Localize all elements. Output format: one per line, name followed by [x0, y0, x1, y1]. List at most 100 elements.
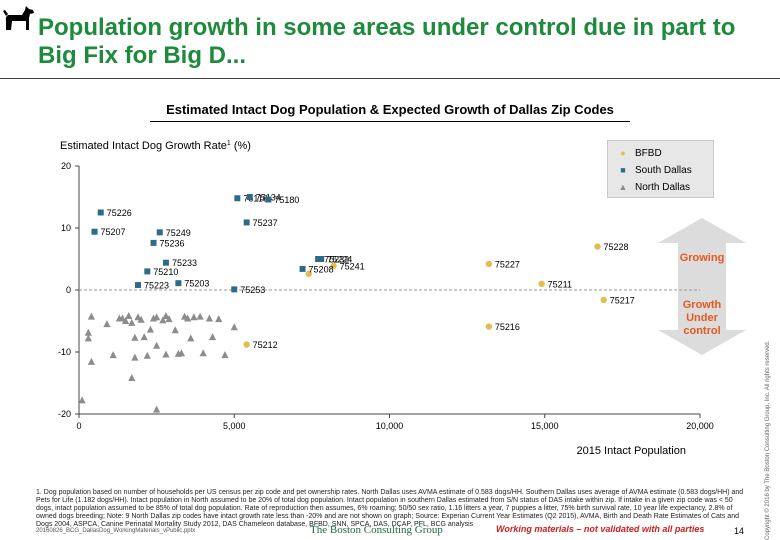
zip-code-label: 75203: [184, 279, 209, 289]
zip-code-label: 75236: [160, 238, 185, 248]
north-dallas-point: [199, 349, 207, 357]
zip-code-label: 75211: [548, 279, 572, 289]
zip-code-label: 75241: [340, 261, 365, 271]
chart-title-underline: [150, 121, 630, 122]
south-dallas-point: [144, 268, 151, 275]
north-dallas-point: [196, 312, 204, 320]
under-control-arrow-shape: [658, 290, 746, 355]
square-marker-icon: ■: [620, 165, 626, 175]
north-dallas-point: [177, 349, 186, 357]
north-dallas-point: [137, 315, 145, 323]
chart-title: Estimated Intact Dog Population & Expect…: [166, 102, 614, 117]
south-dallas-point: [246, 194, 253, 200]
north-dallas-point: [159, 316, 167, 324]
bfbd-point: [538, 280, 545, 287]
copyright-notice: Copyright © 2016 by The Boston Consultin…: [765, 340, 771, 540]
circle-marker-icon: ●: [620, 148, 626, 158]
zip-code-label: 75207: [101, 227, 126, 237]
working-materials-warning: Working materials – not validated with a…: [496, 524, 705, 534]
x-axis-label: 2015 Intact Population: [577, 445, 686, 457]
north-dallas-point: [131, 333, 139, 341]
zip-code-label: 75180: [274, 195, 299, 205]
north-dallas-point: [146, 325, 155, 333]
file-name: 20160826_BCG_DallasDog_WorkingMaterials_…: [36, 528, 196, 534]
title-divider: [0, 78, 780, 79]
page-number: 14: [734, 526, 745, 536]
south-dallas-point: [91, 228, 98, 235]
north-dallas-point: [215, 315, 223, 323]
bfbd-point: [594, 243, 601, 250]
south-dallas-point: [243, 219, 250, 226]
south-dallas-point: [134, 282, 141, 289]
y-tick-label: 10: [61, 223, 71, 233]
north-dallas-point: [190, 313, 198, 321]
zip-code-label: 75237: [253, 218, 278, 228]
legend-label: North Dallas: [635, 181, 691, 193]
zip-code-label: 75228: [604, 242, 629, 252]
north-dallas-point: [87, 312, 96, 320]
zip-code-label: 75217: [610, 295, 635, 305]
south-dallas-point: [175, 280, 182, 287]
zip-code-label: 75223: [144, 281, 169, 291]
north-dallas-point: [84, 334, 92, 342]
bfbd-point: [485, 323, 493, 330]
zip-code-label: 75232: [324, 255, 349, 265]
north-dallas-point: [230, 323, 238, 331]
north-dallas-point: [125, 312, 133, 320]
x-tick-label: 20,000: [686, 421, 714, 431]
north-dallas-point: [140, 333, 148, 341]
chart-legend: ● BFBD ■ South Dallas ▲ North Dallas: [607, 140, 714, 198]
x-tick-label: 5,000: [223, 421, 246, 431]
north-dallas-point: [109, 351, 117, 359]
north-dallas-point: [153, 405, 161, 413]
bfbd-point: [330, 262, 337, 270]
north-dallas-point: [153, 341, 161, 349]
zip-code-label: 75212: [253, 340, 278, 350]
bfbd-point: [243, 341, 250, 348]
y-tick-label: -20: [58, 409, 71, 419]
north-dallas-point: [162, 350, 170, 358]
dog-logo-icon: [3, 6, 34, 30]
south-dallas-point: [265, 196, 272, 203]
x-tick-label: 10,000: [376, 421, 404, 431]
zip-code-label: 75233: [172, 258, 197, 268]
legend-item-bfbd: ● BFBD: [608, 145, 713, 161]
zip-code-label: 75227: [495, 259, 520, 269]
south-dallas-point: [231, 286, 238, 293]
north-dallas-point: [171, 326, 179, 334]
zip-code-label: 75216: [495, 322, 520, 332]
y-tick-label: 20: [61, 161, 71, 171]
north-dallas-point: [165, 315, 173, 323]
triangle-marker-icon: ▲: [618, 182, 628, 192]
south-dallas-point: [318, 256, 325, 262]
y-axis-label: Estimated Intact Dog Growth Rate1 (%): [60, 140, 251, 152]
south-dallas-point: [299, 265, 306, 272]
footnote: 1. Dog population based on number of hou…: [36, 489, 744, 528]
north-dallas-point: [131, 353, 139, 361]
zip-code-label: 75226: [107, 208, 132, 218]
south-dallas-point: [315, 256, 322, 262]
north-dallas-point: [103, 320, 111, 328]
north-dallas-point: [205, 314, 214, 322]
zip-code-label: 75116: [243, 194, 267, 204]
north-dallas-point: [128, 318, 136, 326]
south-dallas-point: [97, 209, 104, 216]
north-dallas-point: [78, 396, 86, 404]
legend-label: BFBD: [635, 147, 662, 159]
company-logo-text: The Boston Consulting Group: [310, 524, 443, 536]
slide-title: Population growth in some areas under co…: [38, 14, 736, 69]
growing-label: Growing: [679, 252, 725, 264]
growing-arrow-shape: [658, 218, 746, 290]
x-tick-label: 0: [76, 421, 81, 431]
legend-label: South Dallas: [635, 164, 692, 176]
legend-item-north-dallas: ▲ North Dallas: [608, 179, 713, 195]
bfbd-point: [305, 270, 312, 278]
x-tick-label: 15,000: [531, 421, 559, 431]
north-dallas-point: [184, 314, 192, 322]
y-tick-label: -10: [58, 347, 71, 357]
north-dallas-point: [162, 312, 170, 320]
south-dallas-point: [162, 259, 169, 266]
north-dallas-point: [153, 313, 161, 321]
zip-code-label: 75249: [166, 228, 191, 238]
